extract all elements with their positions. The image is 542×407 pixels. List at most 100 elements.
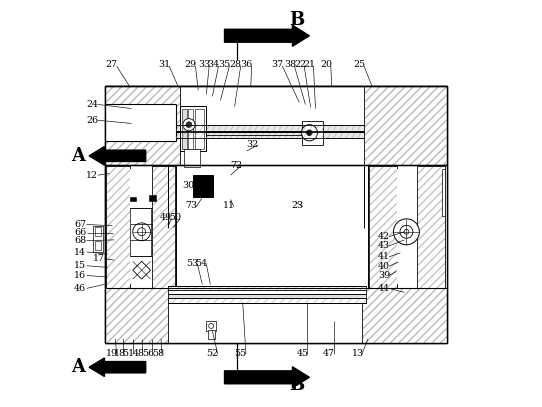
Bar — [130, 169, 151, 284]
Bar — [362, 289, 447, 343]
Text: 29: 29 — [184, 59, 196, 68]
Bar — [184, 149, 200, 167]
Text: A: A — [71, 147, 85, 165]
Text: 66: 66 — [74, 228, 86, 237]
Bar — [106, 166, 130, 288]
Text: 68: 68 — [74, 236, 86, 245]
Circle shape — [138, 228, 146, 236]
Bar — [105, 105, 176, 141]
Bar — [168, 291, 366, 293]
Bar — [105, 289, 168, 343]
Text: 11: 11 — [223, 201, 235, 210]
Text: 32: 32 — [247, 140, 259, 149]
Text: 40: 40 — [378, 262, 390, 271]
Text: 55: 55 — [235, 349, 247, 359]
Bar — [105, 289, 447, 343]
Bar — [105, 86, 447, 343]
Bar — [416, 166, 445, 288]
Text: 52: 52 — [207, 349, 218, 359]
Circle shape — [400, 225, 413, 238]
Bar — [106, 166, 130, 288]
Bar — [168, 298, 366, 302]
Text: 37: 37 — [271, 59, 283, 68]
Bar — [95, 241, 101, 250]
Circle shape — [301, 125, 318, 141]
Text: 67: 67 — [74, 220, 86, 229]
Text: 38: 38 — [285, 59, 296, 68]
Text: 30: 30 — [182, 181, 194, 190]
Bar — [93, 226, 103, 252]
Text: 25: 25 — [354, 59, 366, 68]
Circle shape — [209, 324, 214, 328]
Text: 73: 73 — [185, 201, 197, 210]
Text: 46: 46 — [74, 284, 86, 293]
Bar — [105, 86, 447, 165]
Bar — [105, 289, 447, 343]
Text: 58: 58 — [152, 349, 164, 359]
FancyArrow shape — [224, 25, 309, 46]
Bar — [182, 109, 187, 149]
Bar — [168, 293, 366, 298]
Text: 24: 24 — [86, 100, 98, 109]
Bar — [368, 165, 447, 289]
Text: 22: 22 — [294, 59, 306, 68]
Bar — [105, 289, 168, 343]
Text: 28: 28 — [230, 59, 242, 68]
Bar — [168, 298, 366, 302]
Text: 44: 44 — [378, 284, 390, 293]
Text: A: A — [71, 358, 85, 376]
Text: 17: 17 — [93, 254, 105, 263]
Circle shape — [393, 219, 420, 245]
Bar — [369, 166, 397, 288]
Text: 53: 53 — [186, 259, 198, 268]
Text: 31: 31 — [158, 59, 170, 68]
Bar — [397, 169, 416, 284]
Text: 13: 13 — [352, 349, 364, 359]
Bar — [302, 120, 323, 145]
Circle shape — [133, 223, 151, 241]
Bar — [168, 286, 366, 291]
Bar — [176, 132, 364, 138]
Bar — [208, 330, 215, 339]
Text: 15: 15 — [74, 261, 86, 270]
Circle shape — [186, 122, 192, 127]
Bar — [149, 195, 156, 201]
Text: 39: 39 — [378, 271, 390, 280]
Bar — [362, 289, 447, 343]
Circle shape — [404, 230, 409, 234]
Text: 42: 42 — [378, 232, 390, 241]
Bar — [95, 227, 101, 236]
Bar — [105, 86, 447, 165]
FancyArrow shape — [89, 147, 146, 165]
Bar — [176, 86, 364, 165]
Text: 34: 34 — [208, 59, 220, 68]
Circle shape — [307, 130, 312, 136]
Bar — [152, 166, 175, 288]
Text: 21: 21 — [304, 59, 315, 68]
Text: 49: 49 — [160, 213, 172, 222]
Text: 47: 47 — [323, 349, 335, 359]
Bar — [416, 166, 445, 288]
Text: 41: 41 — [378, 252, 390, 261]
Text: 45: 45 — [296, 349, 308, 359]
Text: 35: 35 — [218, 59, 231, 68]
Text: 56: 56 — [142, 349, 154, 359]
Text: 27: 27 — [105, 59, 117, 68]
Bar — [105, 86, 180, 165]
Text: 72: 72 — [231, 161, 243, 170]
Bar — [180, 107, 207, 151]
Circle shape — [183, 118, 195, 131]
Text: 12: 12 — [86, 171, 98, 180]
Text: 16: 16 — [74, 271, 86, 280]
Text: 14: 14 — [74, 247, 86, 256]
Bar — [168, 286, 366, 291]
Text: B: B — [289, 11, 305, 28]
Text: 54: 54 — [196, 259, 208, 268]
Text: B: B — [289, 376, 305, 394]
Text: 19: 19 — [106, 349, 118, 359]
Bar — [207, 321, 216, 331]
Bar — [193, 175, 213, 197]
Bar — [364, 86, 447, 165]
Text: 51: 51 — [122, 349, 135, 359]
FancyArrow shape — [224, 367, 309, 388]
